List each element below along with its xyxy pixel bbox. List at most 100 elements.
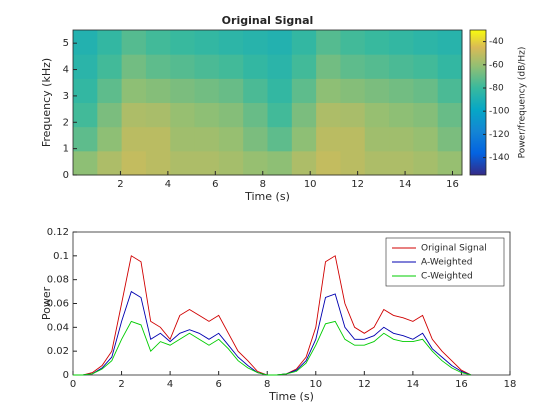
- x-tick-label: 10: [304, 179, 317, 190]
- heatmap-cell: [291, 78, 317, 103]
- heatmap-cell: [364, 126, 390, 152]
- heatmap-cell: [267, 30, 293, 55]
- x-axis-label: Time (s): [268, 390, 314, 403]
- heatmap-cell: [145, 126, 171, 152]
- y-tick-label: 2: [63, 117, 69, 128]
- y-tick-label: 5: [63, 38, 69, 49]
- heatmap-cell: [413, 30, 439, 55]
- heatmap-cell: [413, 150, 439, 176]
- heatmap-cell: [413, 78, 439, 103]
- heatmap-cell: [145, 78, 171, 103]
- heatmap-cell: [364, 78, 390, 103]
- x-tick-label: 6: [212, 179, 218, 190]
- heatmap-cell: [267, 126, 293, 152]
- heatmap-cell: [316, 102, 341, 128]
- heatmap-cell: [121, 78, 147, 103]
- axes-box: [72, 231, 511, 376]
- heatmap-cell: [97, 126, 123, 152]
- x-axis-label: Time (s): [244, 190, 290, 203]
- heatmap-cell: [97, 30, 123, 55]
- heatmap-cell: [145, 30, 171, 55]
- heatmap-cell: [267, 54, 293, 79]
- heatmap-cell: [170, 54, 196, 79]
- colorbar-tick-label: -40: [489, 37, 504, 47]
- y-tick-label: 0: [63, 370, 69, 381]
- heatmap-cell: [73, 30, 98, 55]
- heatmap-cell: [437, 54, 463, 79]
- colorbar-tick-label: -120: [489, 130, 510, 140]
- heatmap-cell: [340, 102, 366, 128]
- x-tick-label: 14: [407, 379, 420, 390]
- heatmap-cell: [170, 150, 196, 176]
- heatmap-cell: [437, 126, 463, 152]
- heatmap-cell: [243, 150, 268, 176]
- heatmap-cell: [267, 78, 293, 103]
- heatmap-cell: [121, 150, 147, 176]
- heatmap-cell: [437, 78, 463, 103]
- heatmap-cell: [145, 102, 171, 128]
- y-tick-label: 0: [63, 170, 69, 181]
- heatmap-cell: [389, 102, 414, 128]
- x-tick-label: 2: [117, 179, 123, 190]
- heatmap-cell: [340, 78, 366, 103]
- colorbar: [469, 29, 487, 176]
- heatmap-cell: [243, 126, 268, 152]
- heatmap-cell: [316, 54, 341, 79]
- heatmap-cell: [413, 102, 439, 128]
- heatmap-cell: [364, 54, 390, 79]
- x-tick-label: 16: [455, 379, 468, 390]
- heatmap-cell: [97, 54, 123, 79]
- x-tick-label: 8: [264, 379, 270, 390]
- heatmap-cell: [194, 102, 220, 128]
- heatmap-cell: [243, 54, 268, 79]
- heatmap-cell: [121, 54, 147, 79]
- heatmap-cell: [291, 30, 317, 55]
- x-tick-label: 12: [351, 179, 364, 190]
- colorbar-tick-label: -80: [489, 84, 504, 94]
- heatmap-cell: [437, 102, 463, 128]
- heatmap-cell: [194, 78, 220, 103]
- heatmap-cell: [73, 126, 98, 152]
- heatmap-cell: [97, 102, 123, 128]
- heatmap-cell: [364, 102, 390, 128]
- heatmap-cell: [413, 54, 439, 79]
- heatmap-cell: [170, 78, 196, 103]
- heatmap-cell: [389, 30, 414, 55]
- y-tick-label: 0.08: [47, 275, 69, 286]
- colorbar-label: Power/frequency (dB/Hz): [518, 47, 528, 159]
- heatmap-cell: [218, 150, 244, 176]
- heatmap-cell: [73, 78, 98, 103]
- series-line: [73, 320, 472, 376]
- heatmap-cell: [218, 102, 244, 128]
- y-tick-label: 1: [63, 144, 69, 155]
- heatmap-cell: [316, 150, 341, 176]
- heatmap-cell: [437, 30, 463, 55]
- heatmap-cell: [170, 126, 196, 152]
- heatmap-cell: [291, 126, 317, 152]
- heatmap-cell: [340, 54, 366, 79]
- heatmap-cell: [389, 126, 414, 152]
- series-line: [73, 290, 472, 376]
- heatmap-cell: [291, 54, 317, 79]
- colorbar-tick-label: -60: [489, 60, 504, 70]
- heatmap-cell: [194, 30, 220, 55]
- heatmap-cell: [170, 30, 196, 55]
- y-tick-label: 0.04: [47, 322, 69, 333]
- chart-title: Original Signal: [222, 14, 314, 27]
- heatmap-cell: [243, 30, 268, 55]
- x-tick-label: 4: [167, 379, 173, 390]
- y-tick-label: 0.1: [53, 251, 69, 262]
- heatmap-cell: [121, 126, 147, 152]
- heatmap-cell: [194, 54, 220, 79]
- heatmap-cell: [389, 78, 414, 103]
- legend-label: Original Signal: [421, 244, 487, 254]
- heatmap-cell: [73, 102, 98, 128]
- heatmap-cell: [316, 78, 341, 103]
- legend-label: C-Weighted: [421, 272, 473, 282]
- heatmap-cell: [364, 30, 390, 55]
- heatmap-cell: [340, 150, 366, 176]
- y-tick-label: 0.12: [47, 227, 69, 238]
- x-tick-label: 16: [446, 179, 459, 190]
- heatmap-cell: [316, 126, 341, 152]
